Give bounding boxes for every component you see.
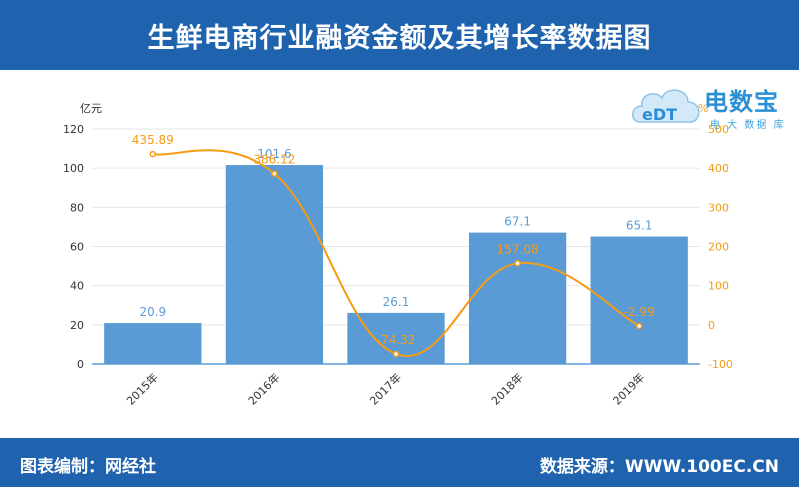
bar-data-label: 20.9 [139, 305, 166, 319]
line-data-label: -2.99 [624, 305, 655, 319]
y-left-tick-label: 80 [70, 201, 84, 214]
y-left-tick-label: 40 [70, 280, 84, 293]
chart-title: 生鲜电商行业融资金额及其增长率数据图 [147, 22, 652, 54]
y-right-tick-label: 200 [708, 241, 729, 254]
bar-data-label: 26.1 [383, 295, 410, 309]
y-right-tick-label: 0 [708, 319, 715, 332]
logo-name: 电数宝 [704, 88, 779, 116]
bar [590, 236, 688, 364]
bar-data-label: 101.6 [257, 147, 291, 161]
y-left-tick-label: 100 [63, 162, 84, 175]
line-point [149, 150, 157, 158]
y-right-unit: % [698, 102, 708, 115]
y-right-tick-label: -100 [708, 358, 733, 371]
y-left-tick-label: 0 [77, 358, 84, 371]
logo-tagline: 电 大 数据 库 [710, 120, 786, 131]
bar [104, 323, 202, 364]
line-data-label: 386.12 [253, 153, 295, 167]
line-point [635, 322, 643, 330]
y-right-tick-label: 300 [708, 201, 729, 214]
bar [225, 165, 324, 364]
bar [468, 232, 567, 364]
x-tick-label: 2017年 [367, 370, 404, 407]
combo-chart: 0 20 40 60 80 100 120 -100 0 100 200 300 400 500 亿元 % 20… [63, 102, 733, 408]
cloud-logo-icon: eDT [632, 89, 700, 124]
footer-source: 数据来源：WWW.100EC.CN [539, 457, 779, 477]
y-left-tick-label: 20 [70, 319, 84, 332]
y-left-tick-label: 60 [70, 241, 84, 254]
y-left-unit: 亿元 [80, 102, 102, 115]
y-right-tick-label: 500 [708, 123, 729, 136]
x-tick-label: 2015年 [123, 370, 160, 407]
bar-data-label: 65.1 [626, 219, 653, 233]
x-tick-label: 2018年 [488, 370, 525, 407]
header-banner: 生鲜电商行业融资金额及其增长率数据图 [0, 0, 799, 70]
line-point [392, 350, 400, 358]
line-point [514, 260, 521, 267]
x-tick-label: 2019年 [610, 370, 647, 407]
footer-credit: 图表编制：网经社 [20, 457, 156, 477]
bar-data-label: 67.1 [504, 215, 531, 229]
x-tick-label: 2016年 [245, 370, 282, 407]
y-right-tick-label: 400 [708, 162, 729, 175]
line-point [271, 170, 278, 177]
y-left-tick-label: 120 [63, 123, 84, 136]
line-data-label: 157.08 [497, 242, 539, 256]
line-data-label: -74.32 [377, 333, 416, 347]
logo-mark-text: eDT [642, 105, 677, 124]
footer-banner: 图表编制：网经社 数据来源：WWW.100EC.CN [0, 438, 799, 487]
dianshubao-logo: eDT 电数宝 电 大 数据 库 [628, 74, 796, 136]
y-right-tick-label: 100 [708, 280, 729, 293]
line-data-label: 435.89 [132, 133, 174, 147]
